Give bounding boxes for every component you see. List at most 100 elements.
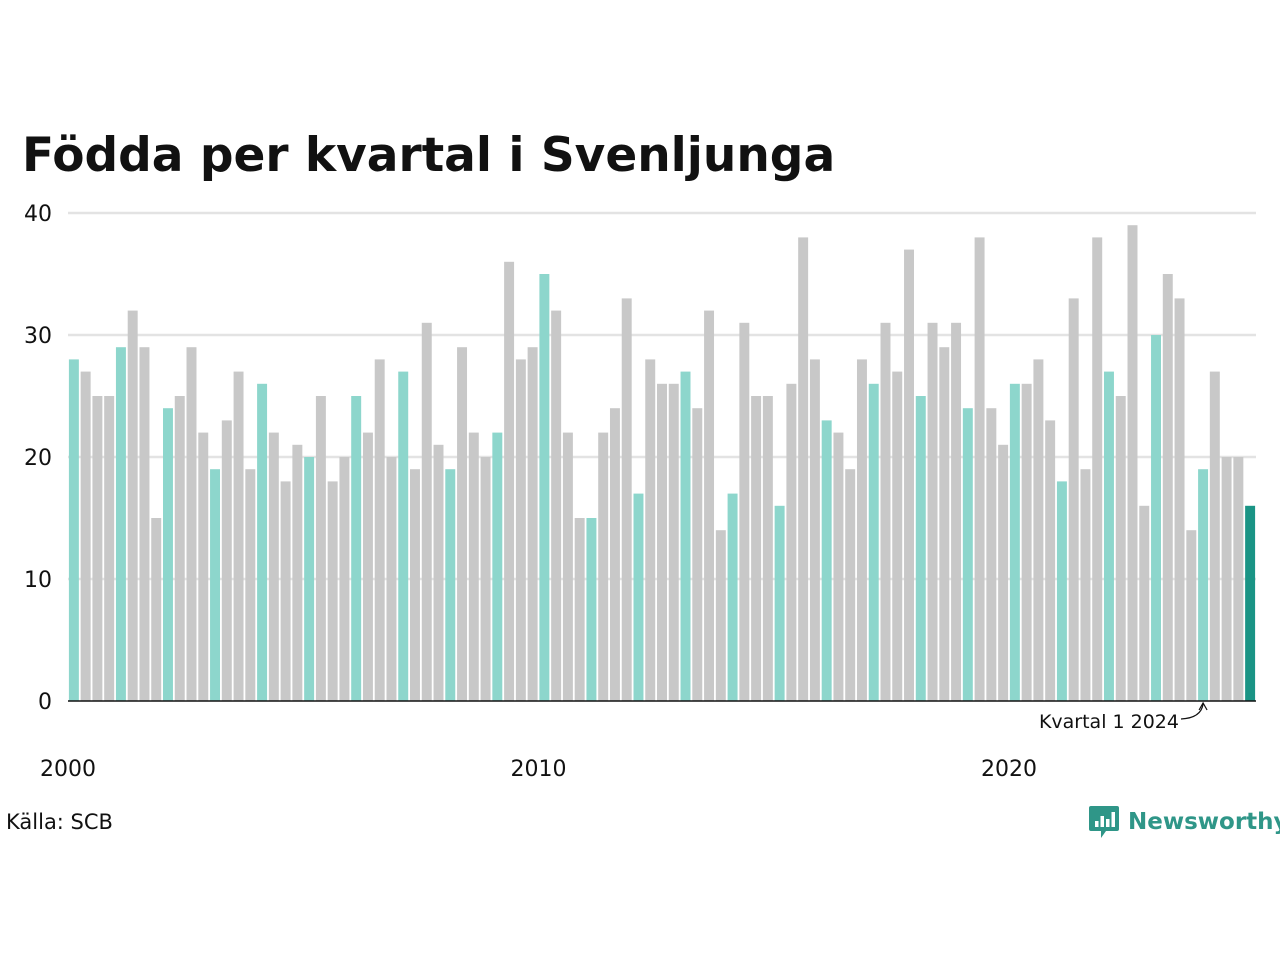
logo-wordmark: Newsworthy xyxy=(1128,809,1280,835)
bar xyxy=(1174,298,1185,701)
bar xyxy=(798,237,809,701)
bar xyxy=(833,432,844,701)
bar xyxy=(433,444,444,701)
bar xyxy=(1209,371,1220,701)
bar xyxy=(1151,335,1162,701)
bar xyxy=(762,396,773,701)
bar xyxy=(339,457,350,701)
bar xyxy=(727,493,738,701)
bar xyxy=(468,432,479,701)
chart-title: Födda per kvartal i Svenljunga xyxy=(22,128,836,183)
bar xyxy=(257,383,268,701)
bar xyxy=(551,310,562,701)
bar xyxy=(574,518,585,701)
bar xyxy=(809,359,820,701)
bar xyxy=(527,347,538,701)
bar xyxy=(1068,298,1079,701)
annotation-arrowhead xyxy=(1198,701,1208,711)
y-tick-label: 10 xyxy=(24,568,52,593)
bar xyxy=(445,469,456,701)
bar xyxy=(680,371,691,701)
bar xyxy=(704,310,715,701)
bar xyxy=(586,518,597,701)
bar xyxy=(998,444,1009,701)
annotation-label: Kvartal 1 2024 xyxy=(1039,711,1179,733)
bar xyxy=(892,371,903,701)
bar xyxy=(1009,383,1020,701)
x-tick-label: 2000 xyxy=(40,757,96,782)
bar xyxy=(739,322,750,701)
bar xyxy=(280,481,291,701)
bar xyxy=(915,396,926,701)
bar xyxy=(927,322,938,701)
bar xyxy=(668,383,679,701)
bar xyxy=(1221,457,1232,701)
bar xyxy=(1198,469,1209,701)
bar xyxy=(1103,371,1114,701)
bar xyxy=(951,322,962,701)
bar xyxy=(268,432,279,701)
bar xyxy=(386,457,397,701)
bar xyxy=(186,347,197,701)
bar xyxy=(351,396,362,701)
bar xyxy=(457,347,468,701)
bar xyxy=(845,469,856,701)
bar-chart-speech-bubble-icon xyxy=(1089,806,1119,838)
bar xyxy=(774,505,785,701)
y-tick-label: 20 xyxy=(24,446,52,471)
bar xyxy=(139,347,150,701)
bar xyxy=(515,359,526,701)
bar xyxy=(174,396,185,701)
bar xyxy=(327,481,338,701)
bar xyxy=(715,530,726,701)
bar xyxy=(751,396,762,701)
bar xyxy=(598,432,609,701)
y-tick-label: 30 xyxy=(24,324,52,349)
bar xyxy=(986,408,997,701)
bar xyxy=(162,408,173,701)
bar xyxy=(480,457,491,701)
bar xyxy=(221,420,232,701)
bar xyxy=(233,371,244,701)
bar xyxy=(304,457,315,701)
bar xyxy=(80,371,91,701)
bar xyxy=(151,518,162,701)
tick-labels: 0 10 20 30 40 2000 2010 2020 xyxy=(24,202,1037,782)
bars xyxy=(68,225,1256,701)
bar xyxy=(1056,481,1067,701)
bar xyxy=(1245,505,1256,701)
bar xyxy=(962,408,973,701)
bar xyxy=(127,310,138,701)
x-tick-label: 2020 xyxy=(981,757,1037,782)
annotation-arrow xyxy=(1180,703,1204,720)
bar xyxy=(115,347,126,701)
bar xyxy=(1033,359,1044,701)
bar xyxy=(92,396,103,701)
bar xyxy=(856,359,867,701)
bar xyxy=(410,469,420,701)
x-tick-label: 2010 xyxy=(510,757,566,782)
bar xyxy=(198,432,209,701)
bar xyxy=(562,432,573,701)
bar xyxy=(504,261,515,701)
bar xyxy=(1092,237,1103,701)
bar xyxy=(786,383,797,701)
bar xyxy=(1162,274,1173,701)
bar xyxy=(868,383,879,701)
bar xyxy=(645,359,656,701)
source-note: Källa: SCB xyxy=(6,810,113,834)
y-tick-label: 40 xyxy=(24,202,52,227)
bar xyxy=(1139,505,1150,701)
bar xyxy=(974,237,985,701)
bar xyxy=(104,396,115,701)
bar xyxy=(539,274,550,701)
bar xyxy=(1021,383,1032,701)
bar xyxy=(398,371,409,701)
bar xyxy=(1127,225,1138,701)
bar xyxy=(68,359,79,701)
bar xyxy=(821,420,832,701)
bar xyxy=(315,396,326,701)
bar xyxy=(904,249,914,701)
bar xyxy=(362,432,373,701)
